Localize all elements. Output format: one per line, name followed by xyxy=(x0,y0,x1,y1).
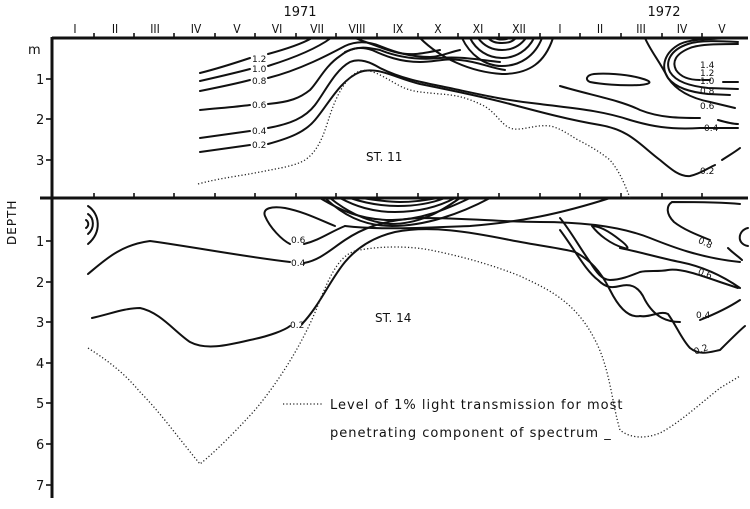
month-label: III xyxy=(636,22,646,36)
svg-text:0.8: 0.8 xyxy=(696,236,713,251)
isopleth-0.6-st14 xyxy=(263,206,346,245)
month-label: X xyxy=(434,22,442,36)
svg-text:0.4: 0.4 xyxy=(252,127,267,137)
svg-text:0.4: 0.4 xyxy=(291,259,306,269)
panel-st11: 1.2 1.0 0.8 0.6 0.4 0.2 1.4 1.2 1.0 0.8 … xyxy=(197,36,741,199)
depth-ticks xyxy=(46,78,52,486)
svg-text:1.0: 1.0 xyxy=(252,65,267,75)
svg-text:0.8: 0.8 xyxy=(252,77,267,87)
month-label: IV xyxy=(677,22,688,36)
isopleth-0.6 xyxy=(199,47,506,111)
svg-text:0.2: 0.2 xyxy=(693,343,710,357)
svg-text:1: 1 xyxy=(36,235,44,250)
svg-text:0.2: 0.2 xyxy=(252,141,266,151)
month-label: VII xyxy=(310,22,324,36)
panel-st14: 0.6 0.4 0.2 0.8 0.6 0.4 0.2 ST. 14 xyxy=(85,197,749,465)
isopleth-1.4-right xyxy=(673,43,739,81)
one-percent-light-line-st14 xyxy=(87,246,741,465)
svg-text:3: 3 xyxy=(36,154,44,169)
svg-text:0.8: 0.8 xyxy=(700,87,715,97)
month-ticks-divider xyxy=(93,193,703,198)
isopleth-0.8-st14 xyxy=(666,201,743,261)
month-label: VI xyxy=(272,22,283,36)
isopleth-0.4 xyxy=(199,59,739,139)
month-label: I xyxy=(558,22,561,36)
legend: Level of 1% light transmission for most … xyxy=(283,398,623,441)
svg-text:4: 4 xyxy=(36,357,44,372)
svg-text:0.4: 0.4 xyxy=(696,311,711,321)
month-label: XII xyxy=(512,22,526,36)
svg-text:7: 7 xyxy=(36,479,44,494)
month-label: III xyxy=(150,22,160,36)
svg-text:2: 2 xyxy=(36,113,44,128)
svg-text:1.2: 1.2 xyxy=(700,69,714,79)
svg-text:0.6: 0.6 xyxy=(700,102,715,112)
svg-text:1.2: 1.2 xyxy=(252,55,266,65)
svg-text:6: 6 xyxy=(36,438,44,453)
isopleth-dome-xi-xii xyxy=(461,37,543,67)
month-label: XI xyxy=(473,22,484,36)
svg-text:0.6: 0.6 xyxy=(291,236,306,246)
svg-text:1.4: 1.4 xyxy=(700,61,715,71)
month-label: V xyxy=(233,22,241,36)
year-label-1971: 1971 xyxy=(283,5,316,20)
svg-text:1.0: 1.0 xyxy=(700,77,715,87)
legend-text-line1: Level of 1% light transmission for most xyxy=(330,398,623,413)
svg-text:0.4: 0.4 xyxy=(704,124,719,134)
svg-text:2: 2 xyxy=(36,276,44,291)
month-labels: I II III IV V VI VII VIII IX X XI XII I … xyxy=(73,22,726,36)
depth-labels-top: 1 2 3 xyxy=(36,73,44,169)
isopleth-arc-left xyxy=(87,205,99,245)
depth-unit-label: m xyxy=(28,43,41,58)
svg-text:3: 3 xyxy=(36,316,44,331)
month-label: I xyxy=(73,22,76,36)
svg-text:0.6: 0.6 xyxy=(252,101,267,111)
month-ticks-top xyxy=(93,33,703,38)
svg-text:0.2: 0.2 xyxy=(290,321,304,331)
isopleth-loop-i-ii-1972 xyxy=(585,72,651,87)
depth-labels-bottom: 1 2 3 4 5 6 7 xyxy=(36,235,44,494)
svg-text:0.6: 0.6 xyxy=(696,267,713,281)
legend-text-line2: penetrating component of spectrum _ xyxy=(330,426,612,441)
isopleth-0.2-st14 xyxy=(91,228,746,354)
isopleth-1.2 xyxy=(199,37,313,74)
one-percent-light-line-st11 xyxy=(197,69,631,199)
month-label: II xyxy=(112,22,118,36)
month-label: VIII xyxy=(349,22,366,36)
svg-text:1: 1 xyxy=(36,73,44,88)
station-label-st14: ST. 14 xyxy=(375,311,411,325)
month-label: IV xyxy=(191,22,202,36)
station-label-st11: ST. 11 xyxy=(366,150,402,164)
month-label: II xyxy=(597,22,603,36)
month-label: IX xyxy=(393,22,404,36)
svg-text:0.2: 0.2 xyxy=(700,167,714,177)
month-label: V xyxy=(718,22,726,36)
isopleth-0.2 xyxy=(199,69,741,178)
y-axis-title: DEPTH xyxy=(5,200,19,245)
svg-text:5: 5 xyxy=(36,397,44,412)
isopleth-0.4-st14 xyxy=(87,217,741,275)
year-label-1972: 1972 xyxy=(647,5,680,20)
